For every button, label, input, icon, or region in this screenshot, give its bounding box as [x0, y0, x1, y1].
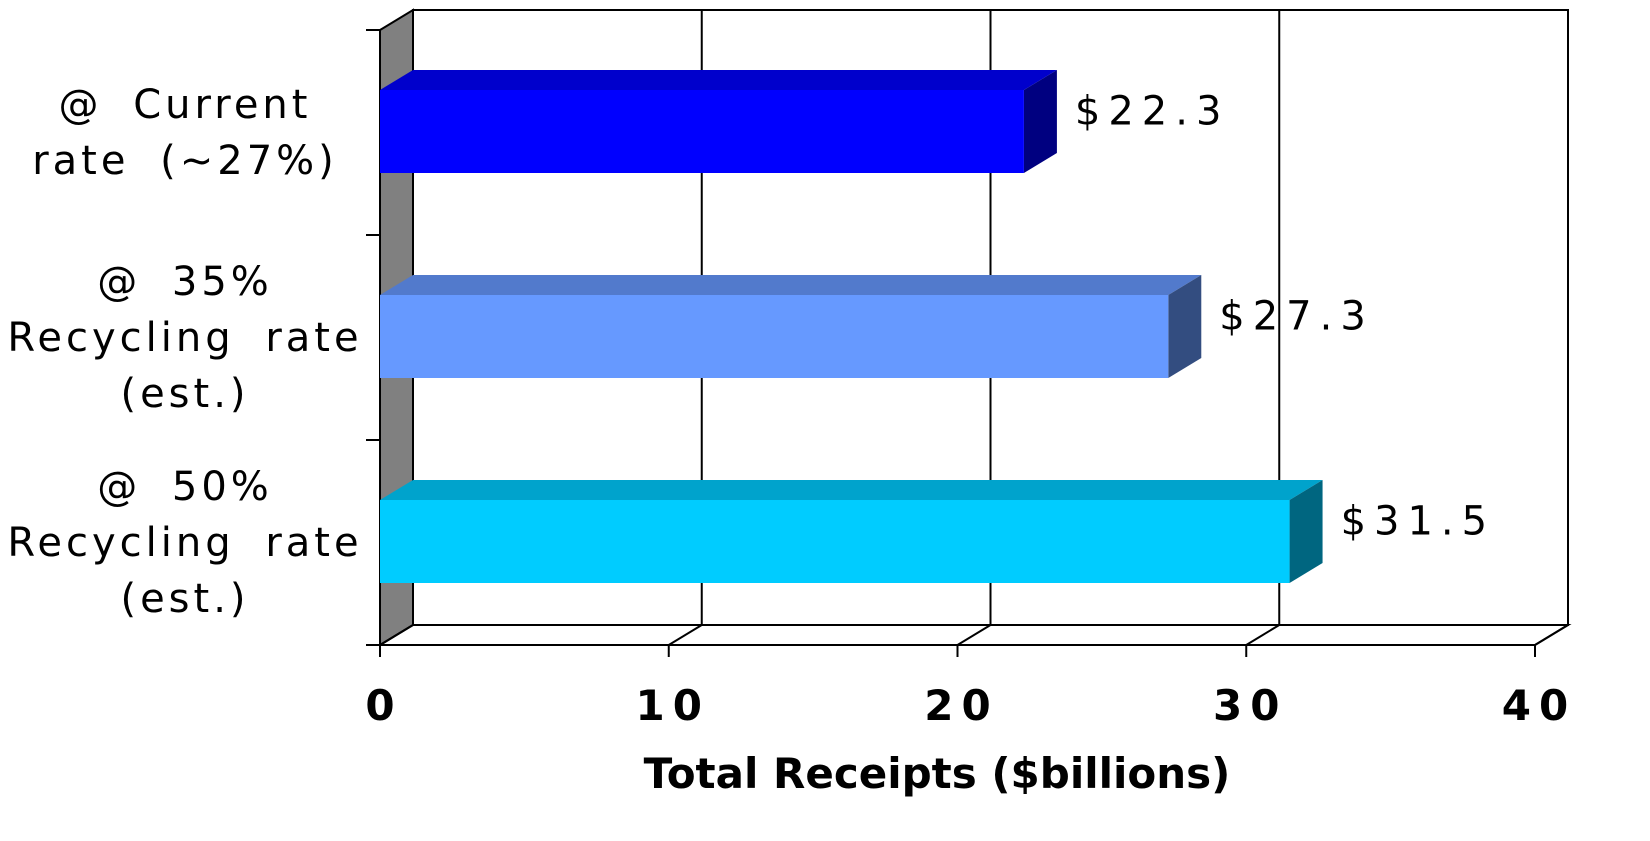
grid-line-floor — [379, 624, 414, 646]
bar-front — [380, 90, 1024, 173]
value-label: $22.3 — [1075, 89, 1230, 135]
x-axis-label: Total Receipts ($billions) — [644, 749, 1231, 798]
bar — [380, 480, 1323, 583]
bar-side — [1023, 70, 1057, 173]
bar-top — [380, 275, 1202, 295]
value-label: $27.3 — [1219, 294, 1374, 340]
bar-top — [380, 70, 1057, 90]
category-label: @ Current rate (~27%) — [32, 81, 338, 184]
value-label: $31.5 — [1341, 499, 1496, 545]
bar-side — [1289, 480, 1323, 583]
grid-line-floor — [1534, 624, 1569, 646]
x-tick-label: 0 — [365, 681, 402, 730]
x-tick-label: 30 — [1213, 681, 1287, 730]
bar-front — [380, 500, 1290, 583]
bar-top — [380, 480, 1323, 500]
grid-line-floor — [668, 624, 703, 646]
bar-front — [380, 295, 1169, 378]
bar-side — [1168, 275, 1202, 378]
bar — [380, 275, 1202, 378]
category-label: @ 35% Recycling rate (est.) — [7, 258, 363, 417]
x-tick-label: 20 — [924, 681, 998, 730]
bar — [380, 70, 1057, 173]
category-label: @ 50% Recycling rate (est.) — [7, 463, 363, 622]
grid-line-floor — [1245, 624, 1280, 646]
x-tick-label: 40 — [1502, 681, 1576, 730]
x-tick-label: 10 — [636, 681, 710, 730]
grid-line-floor — [956, 624, 992, 646]
